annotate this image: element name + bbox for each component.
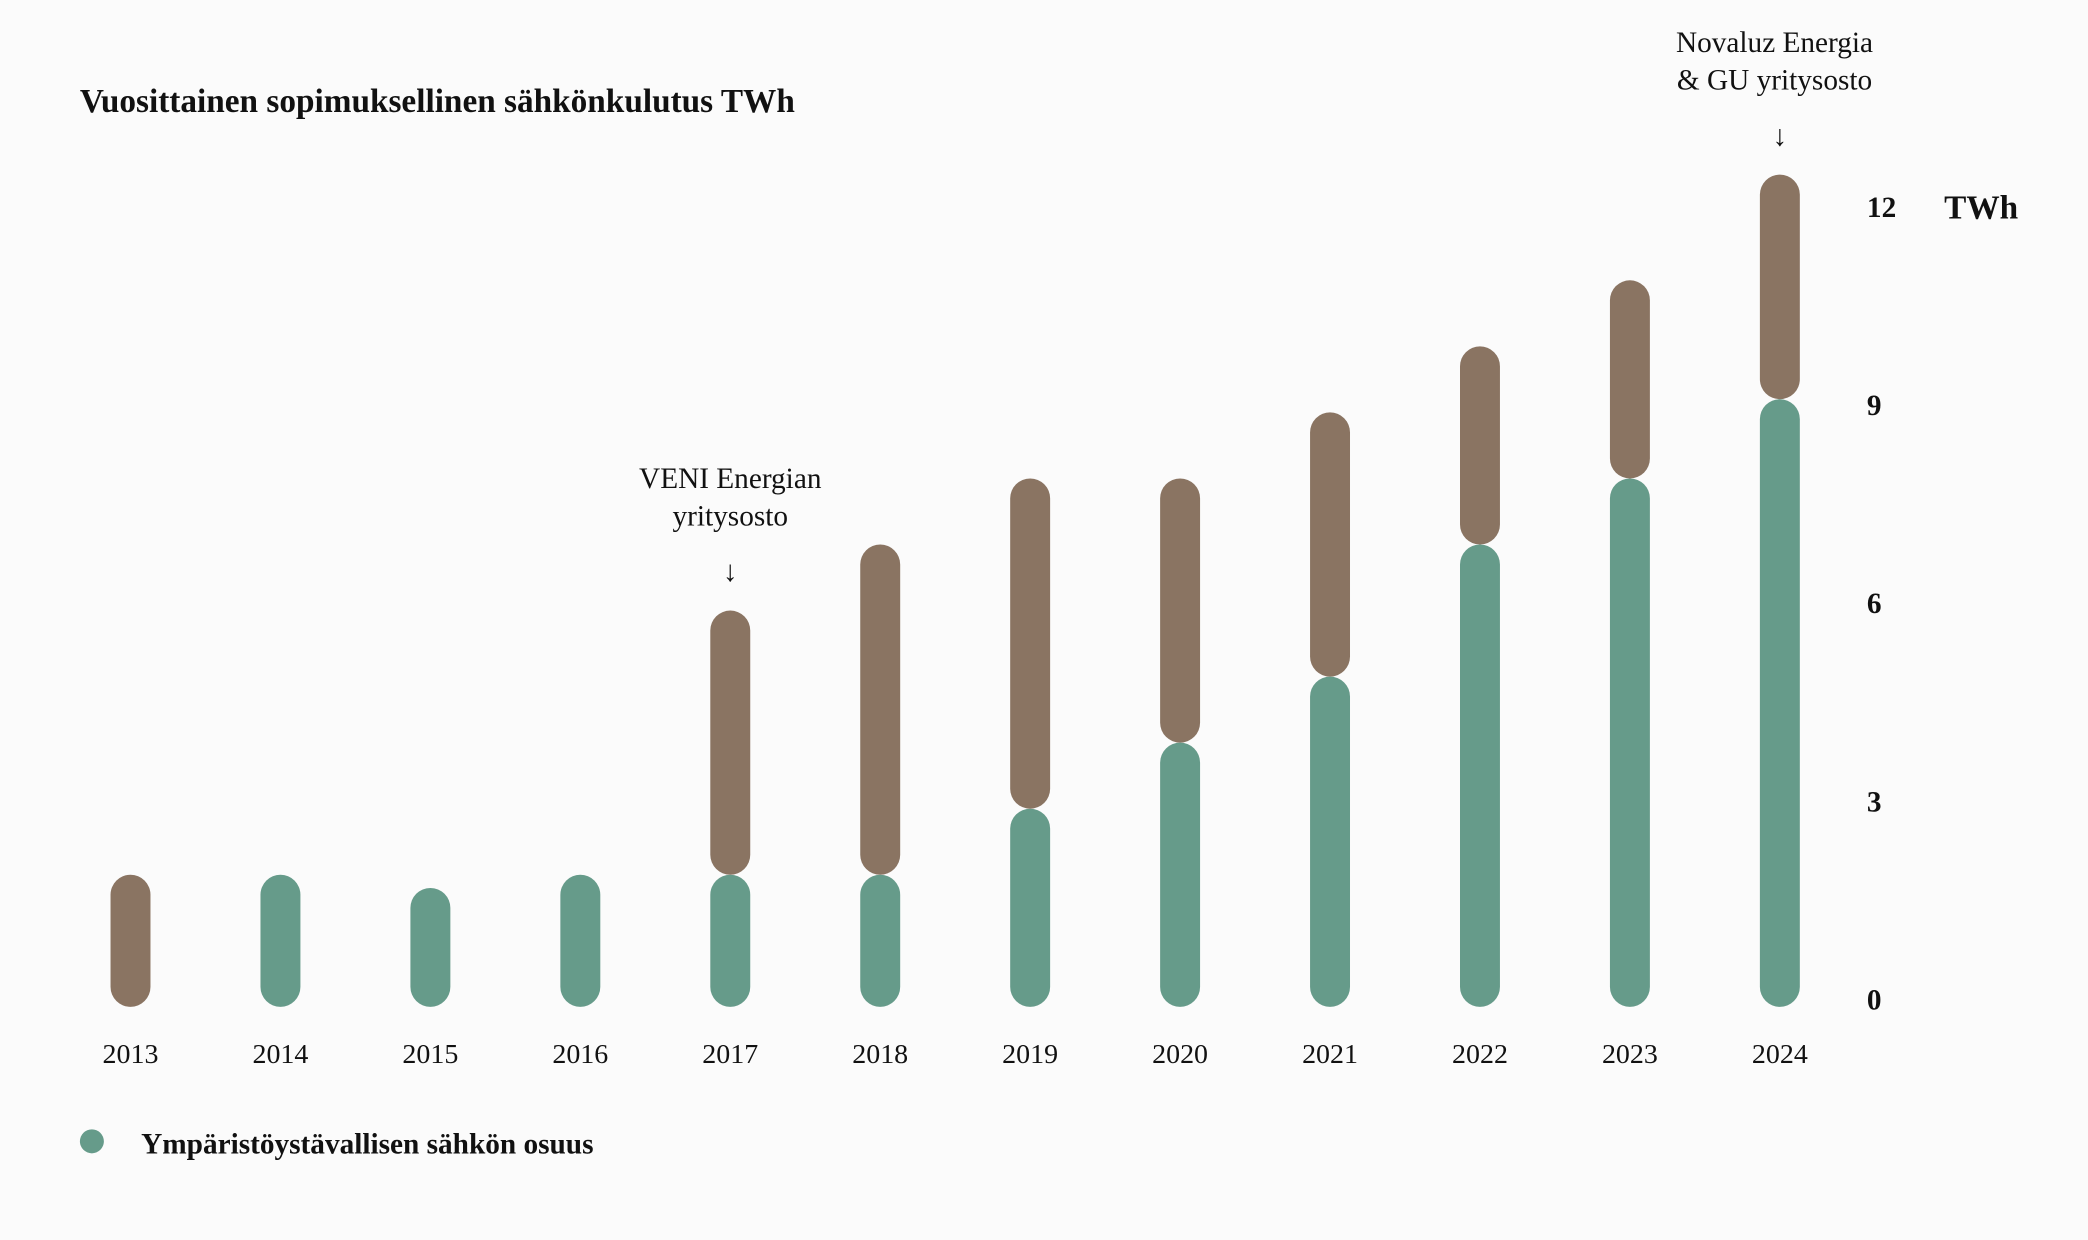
chart-title: Vuosittainen sopimuksellinen sähkönkulut… [80, 83, 795, 120]
y-tick-label: 0 [1867, 985, 1882, 1017]
bar-green-2016 [560, 874, 601, 1007]
y-tick-label: 6 [1867, 588, 1882, 620]
bar-green-2023 [1609, 478, 1650, 1007]
bar-other-2020 [1160, 478, 1201, 743]
bar-green-2017 [710, 874, 751, 1007]
legend-label: Ympäristöystävallisen sähkön osuus [141, 1128, 593, 1160]
bar-other-2021 [1310, 412, 1351, 677]
y-axis-ticks: 0 3 6 9 12 [1867, 192, 1896, 1017]
y-tick-label: 9 [1867, 390, 1882, 422]
bar-green-2022 [1460, 544, 1500, 1007]
annotations: VENI Energian yritysosto ↓ Novaluz Energia &… [639, 27, 1873, 588]
annotation-text: Novaluz Energia [1676, 27, 1873, 59]
x-axis-ticks: 2013 2014 2015 2016 2017 2018 2019 2020 2021 2022… [103, 1039, 1808, 1070]
annotation-text: VENI Energian [639, 463, 822, 495]
x-tick-label: 2023 [1602, 1039, 1658, 1070]
x-tick-label: 2017 [702, 1039, 758, 1070]
annotation-arrow-icon: ↓ [723, 556, 738, 588]
bar-green-2015 [410, 887, 451, 1007]
bar-other-2022 [1460, 346, 1500, 545]
bar-green-2018 [860, 874, 901, 1007]
bar-green-2021 [1310, 676, 1351, 1007]
bar-green-2014 [260, 874, 301, 1007]
annotation-text: yritysosto [673, 500, 789, 532]
x-tick-label: 2022 [1452, 1039, 1508, 1070]
bar-other-2017 [710, 610, 751, 875]
x-tick-label: 2015 [402, 1039, 458, 1070]
y-tick-label: 3 [1867, 786, 1882, 818]
bar-green-2019 [1010, 808, 1051, 1007]
legend-marker-green [79, 1129, 104, 1154]
x-tick-label: 2019 [1002, 1039, 1058, 1070]
bar-green-2024 [1759, 399, 1800, 1007]
x-tick-label: 2016 [552, 1039, 608, 1070]
bar-other-2024 [1759, 174, 1800, 400]
x-tick-label: 2020 [1152, 1039, 1208, 1070]
annotation-text: & GU yritysosto [1677, 64, 1872, 96]
x-tick-label: 2013 [103, 1039, 159, 1070]
bars-group [110, 174, 1800, 1007]
x-tick-label: 2018 [852, 1039, 908, 1070]
x-tick-label: 2021 [1302, 1039, 1358, 1070]
bar-other-2018 [860, 544, 901, 875]
bar-other-2019 [1010, 478, 1051, 809]
x-tick-label: 2014 [252, 1039, 308, 1070]
y-axis-unit-label: TWh [1944, 190, 2018, 227]
x-tick-label: 2024 [1752, 1039, 1808, 1070]
bar-other-2023 [1609, 280, 1650, 479]
annotation-arrow-icon: ↓ [1773, 120, 1788, 152]
y-tick-label: 12 [1867, 192, 1896, 224]
bar-other-2013 [110, 874, 151, 1007]
bar-green-2020 [1160, 742, 1201, 1007]
